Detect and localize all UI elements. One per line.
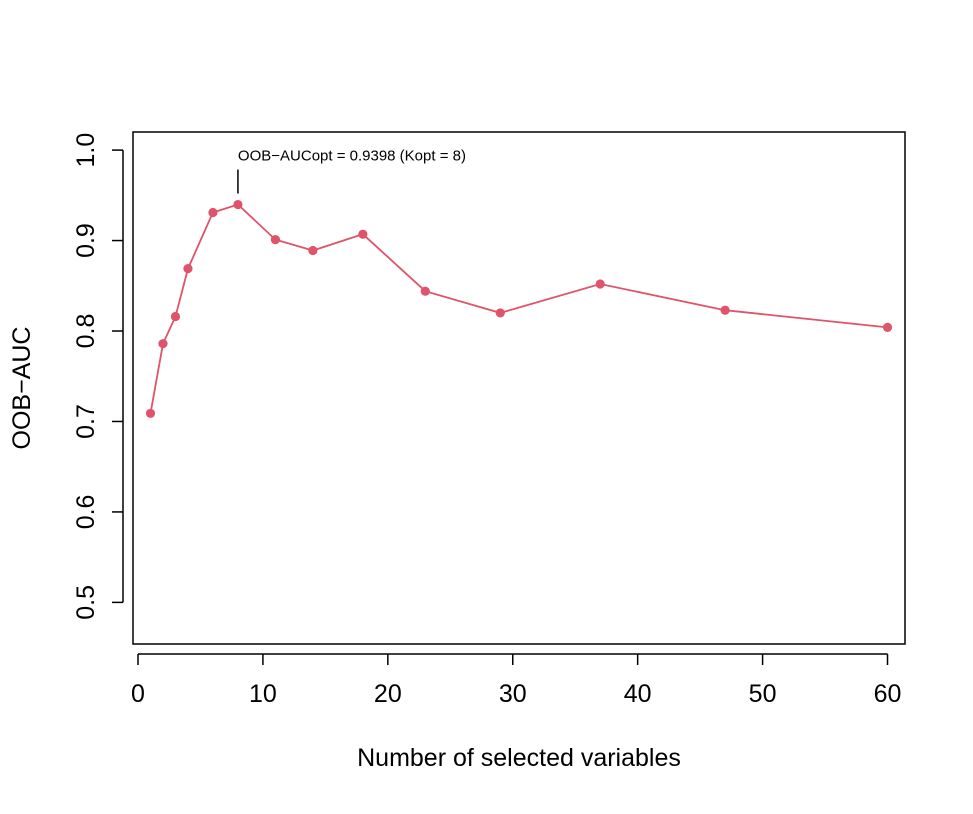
y-axis: 0.5 0.6 0.7 0.8 0.9 1.0 [72,133,124,620]
x-tick-label: 30 [499,680,527,708]
y-tick-label: 0.7 [72,404,100,439]
y-tick-label: 0.6 [72,495,100,530]
x-axis-label: Number of selected variables [357,744,681,772]
x-tick-label: 0 [131,680,145,708]
data-point [158,339,168,349]
annotation-text: OOB−AUCopt = 0.9398 (Kopt = 8) [238,148,466,165]
x-tick-label: 10 [249,680,277,708]
data-point [308,245,318,256]
series-line [149,203,888,414]
x-tick-label: 50 [749,680,777,708]
data-point [495,308,505,318]
x-tick-label: 40 [624,680,652,708]
data-point [358,229,368,239]
data-point [420,286,430,296]
data-point [882,322,893,332]
x-tick-label: 20 [374,680,402,708]
data-point [145,408,156,418]
plot-frame [132,131,906,645]
y-tick-label: 0.5 [72,585,100,620]
data-point [233,199,243,210]
y-tick-label: 1.0 [72,133,100,168]
annotation-layer: OOB−AUCopt = 0.9398 (Kopt = 8) [237,148,466,194]
data-point [208,207,218,218]
y-tick-label: 0.8 [72,314,100,349]
y-tick-label: 0.9 [72,223,100,258]
y-axis-label: OOB−AUC [8,327,36,450]
data-point [595,279,605,289]
x-tick-label: 60 [874,680,902,708]
data-point [170,311,181,322]
series-layer [145,199,893,418]
x-axis: 0 10 20 30 40 50 60 [131,653,902,708]
data-point [270,235,281,245]
data-point [720,305,730,315]
data-point [183,263,193,274]
